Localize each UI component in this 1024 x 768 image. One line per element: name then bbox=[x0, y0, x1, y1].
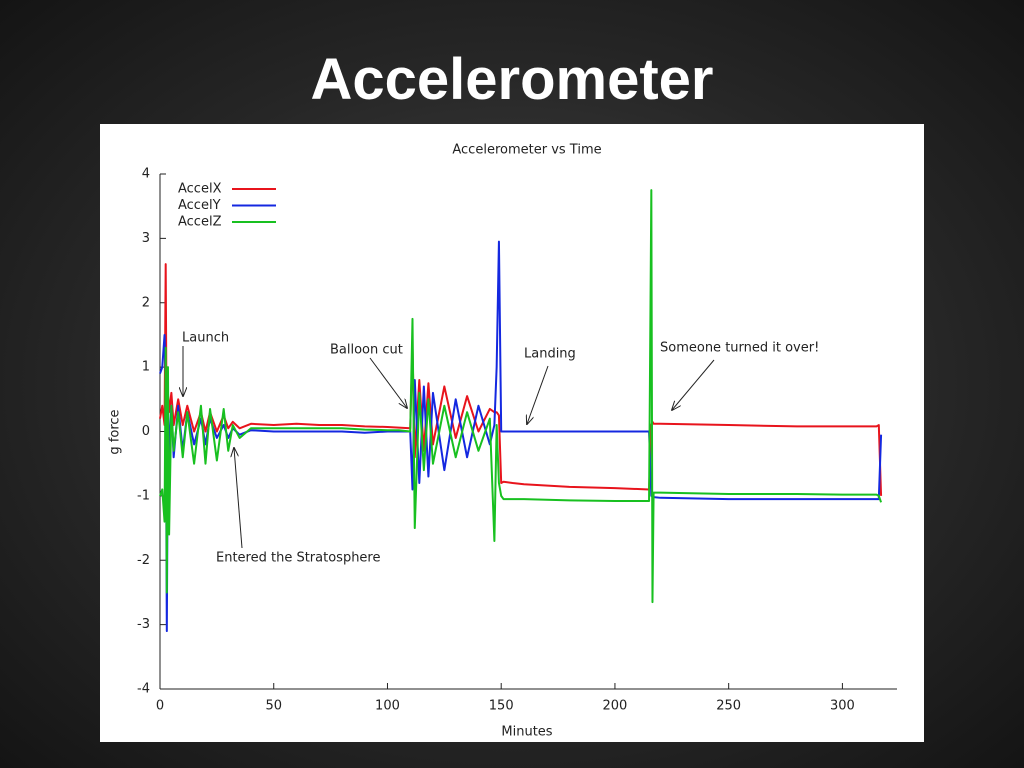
x-tick-label: 100 bbox=[375, 699, 400, 714]
y-tick-label: 0 bbox=[142, 424, 150, 439]
chart: Accelerometer vs Time Minutes g force -4… bbox=[100, 124, 924, 742]
x-tick-label: 50 bbox=[265, 699, 282, 714]
y-axis-label: g force bbox=[108, 409, 123, 454]
x-tick-label: 150 bbox=[489, 699, 514, 714]
annotation-arrow bbox=[234, 448, 243, 549]
y-tick-label: -1 bbox=[137, 488, 150, 503]
y-tick-label: 4 bbox=[142, 167, 150, 182]
y-tick-label: 1 bbox=[142, 360, 150, 375]
x-tick-label: 0 bbox=[156, 699, 164, 714]
series-line bbox=[159, 240, 883, 633]
series-line bbox=[159, 189, 883, 604]
annotation: Someone turned it over! bbox=[660, 341, 819, 356]
annotation-arrow bbox=[369, 357, 407, 408]
x-tick-label: 200 bbox=[603, 699, 628, 714]
legend-label: AccelX bbox=[178, 182, 222, 197]
x-tick-label: 250 bbox=[716, 699, 741, 714]
annotation: Landing bbox=[524, 347, 576, 362]
annotation-arrow bbox=[527, 365, 549, 424]
series-line bbox=[159, 263, 883, 496]
y-tick-label: 3 bbox=[142, 231, 150, 246]
y-tick-label: -3 bbox=[137, 617, 150, 632]
slide-title: Accelerometer bbox=[310, 47, 714, 112]
annotation: Balloon cut bbox=[330, 343, 403, 358]
y-tick-label: -4 bbox=[137, 682, 150, 697]
annotation-arrow bbox=[672, 359, 715, 410]
x-tick-label: 300 bbox=[830, 699, 855, 714]
legend-label: AccelZ bbox=[178, 215, 222, 230]
chart-title: Accelerometer vs Time bbox=[452, 143, 601, 158]
x-axis-label: Minutes bbox=[501, 725, 552, 740]
annotation: Launch bbox=[182, 331, 229, 346]
y-tick-label: 2 bbox=[142, 295, 150, 310]
legend-label: AccelY bbox=[178, 198, 221, 213]
annotation: Entered the Stratosphere bbox=[216, 551, 381, 566]
y-tick-label: -2 bbox=[137, 553, 150, 568]
